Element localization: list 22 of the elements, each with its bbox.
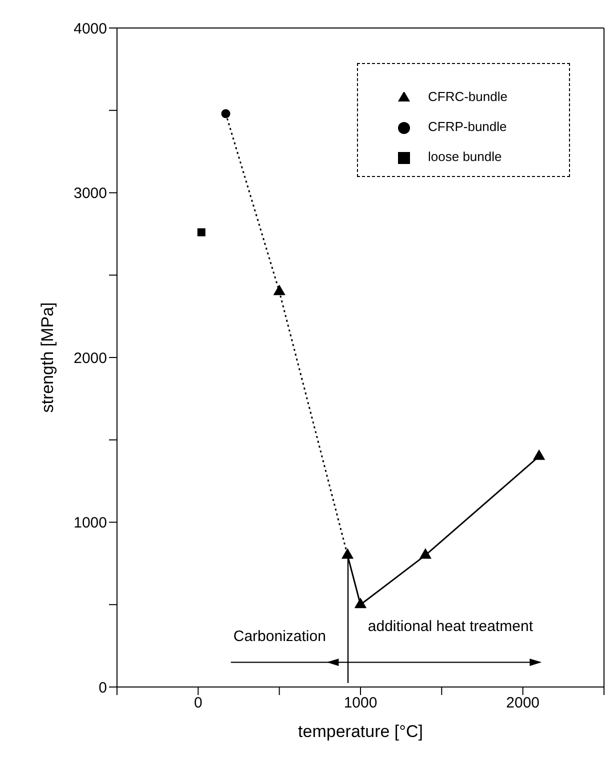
point <box>341 548 354 559</box>
annotation: additional heat treatment <box>366 618 534 636</box>
y-tick-label: 3000 <box>74 185 107 202</box>
point <box>354 598 367 608</box>
point <box>221 109 230 118</box>
y-tick-label: 1000 <box>74 514 107 532</box>
y-tick-label: 2000 <box>74 350 107 367</box>
point <box>273 284 286 296</box>
y-axis-title: strength [MPa] <box>38 302 58 413</box>
x-tick-label: 0 <box>194 694 202 712</box>
x-axis-title: temperature [°C] <box>298 722 423 741</box>
y-tick-label: 0 <box>98 679 107 696</box>
y-tick-label: 4000 <box>74 20 107 38</box>
legend-label: CFRC-bundle <box>428 89 508 104</box>
x-tick-label: 2000 <box>506 694 540 712</box>
point <box>419 548 432 559</box>
point <box>197 228 206 236</box>
annotation: Carbonization <box>232 628 327 646</box>
legend-label: loose bundle <box>428 149 502 164</box>
x-tick-label: 1000 <box>344 694 378 712</box>
point <box>532 449 546 460</box>
legend-label: CFRP-bundle <box>428 119 507 134</box>
